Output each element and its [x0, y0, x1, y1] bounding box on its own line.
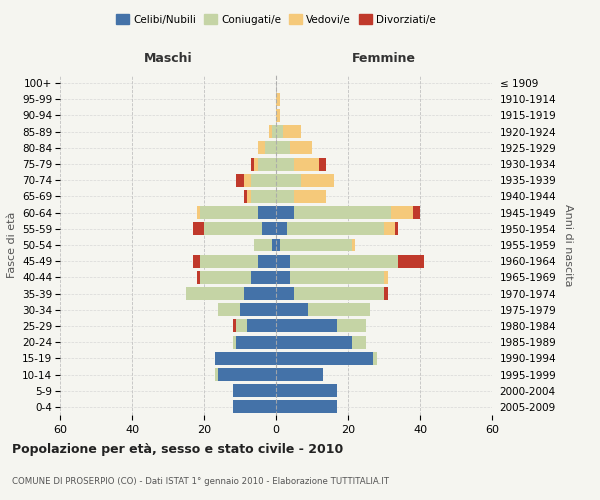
Bar [276, 222, 287, 235]
Bar [251, 174, 276, 186]
Bar [200, 206, 258, 219]
Bar [276, 287, 294, 300]
Bar [218, 304, 240, 316]
Bar [280, 238, 352, 252]
Bar [398, 254, 424, 268]
Bar [276, 93, 280, 106]
Bar [290, 142, 312, 154]
Bar [258, 142, 265, 154]
Bar [262, 222, 276, 235]
Text: Femmine: Femmine [352, 52, 416, 66]
Bar [308, 304, 370, 316]
Bar [276, 320, 337, 332]
Bar [269, 125, 272, 138]
Text: COMUNE DI PROSERPIO (CO) - Dati ISTAT 1° gennaio 2010 - Elaborazione TUTTITALIA.: COMUNE DI PROSERPIO (CO) - Dati ISTAT 1°… [12, 477, 389, 486]
Bar [233, 320, 236, 332]
Bar [251, 271, 276, 284]
Bar [319, 158, 326, 170]
Bar [233, 336, 236, 348]
Bar [247, 320, 276, 332]
Bar [283, 125, 301, 138]
Bar [204, 222, 262, 235]
Bar [395, 222, 398, 235]
Bar [276, 206, 294, 219]
Bar [200, 271, 251, 284]
Bar [244, 190, 247, 203]
Bar [276, 400, 337, 413]
Bar [294, 158, 319, 170]
Bar [258, 206, 276, 219]
Bar [384, 287, 388, 300]
Bar [215, 368, 218, 381]
Y-axis label: Anni di nascita: Anni di nascita [563, 204, 573, 286]
Bar [258, 158, 276, 170]
Bar [218, 368, 276, 381]
Bar [265, 142, 276, 154]
Bar [391, 206, 413, 219]
Bar [272, 238, 276, 252]
Bar [276, 125, 283, 138]
Bar [352, 238, 355, 252]
Bar [247, 190, 251, 203]
Bar [233, 384, 276, 397]
Y-axis label: Fasce di età: Fasce di età [7, 212, 17, 278]
Bar [251, 158, 254, 170]
Bar [215, 352, 276, 365]
Bar [276, 238, 280, 252]
Bar [244, 174, 251, 186]
Bar [254, 238, 272, 252]
Bar [276, 190, 294, 203]
Bar [276, 368, 323, 381]
Bar [244, 287, 276, 300]
Bar [337, 320, 366, 332]
Bar [276, 142, 290, 154]
Bar [290, 271, 384, 284]
Bar [197, 206, 200, 219]
Text: Maschi: Maschi [143, 52, 193, 66]
Bar [276, 271, 290, 284]
Bar [294, 206, 391, 219]
Bar [193, 222, 204, 235]
Bar [197, 271, 200, 284]
Bar [352, 336, 366, 348]
Bar [276, 254, 290, 268]
Legend: Celibi/Nubili, Coniugati/e, Vedovi/e, Divorziati/e: Celibi/Nubili, Coniugati/e, Vedovi/e, Di… [112, 10, 440, 29]
Bar [276, 384, 337, 397]
Bar [251, 190, 276, 203]
Bar [384, 271, 388, 284]
Bar [294, 287, 384, 300]
Bar [193, 254, 200, 268]
Bar [413, 206, 420, 219]
Bar [236, 174, 244, 186]
Bar [233, 400, 276, 413]
Bar [276, 109, 280, 122]
Bar [301, 174, 334, 186]
Bar [276, 352, 373, 365]
Bar [186, 287, 244, 300]
Bar [200, 254, 258, 268]
Bar [272, 125, 276, 138]
Bar [373, 352, 377, 365]
Bar [287, 222, 384, 235]
Bar [254, 158, 258, 170]
Bar [276, 304, 308, 316]
Bar [290, 254, 398, 268]
Bar [236, 320, 247, 332]
Bar [276, 336, 352, 348]
Bar [294, 190, 326, 203]
Bar [276, 174, 301, 186]
Bar [240, 304, 276, 316]
Bar [384, 222, 395, 235]
Text: Popolazione per età, sesso e stato civile - 2010: Popolazione per età, sesso e stato civil… [12, 442, 343, 456]
Bar [236, 336, 276, 348]
Bar [258, 254, 276, 268]
Bar [276, 158, 294, 170]
